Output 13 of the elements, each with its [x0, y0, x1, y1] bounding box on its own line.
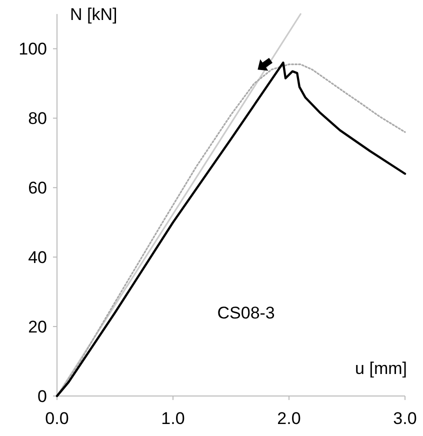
annotation: CS08-3: [217, 304, 275, 323]
y-tick-label: 20: [28, 317, 47, 336]
x-tick-label: 2.0: [277, 409, 301, 428]
y-tick-label: 0: [38, 386, 47, 406]
y-tick-label: 60: [28, 178, 47, 198]
y-tick-label: 100: [18, 40, 47, 59]
y-tick-label: 80: [28, 109, 47, 128]
y-axis-title: N [kN]: [70, 5, 118, 24]
x-tick-label: 3.0: [393, 409, 417, 428]
x-tick-label: 0.0: [45, 409, 69, 428]
x-tick-label: 1.0: [161, 409, 185, 428]
x-axis-title: u [mm]: [355, 359, 407, 378]
y-tick-label: 40: [28, 248, 47, 268]
